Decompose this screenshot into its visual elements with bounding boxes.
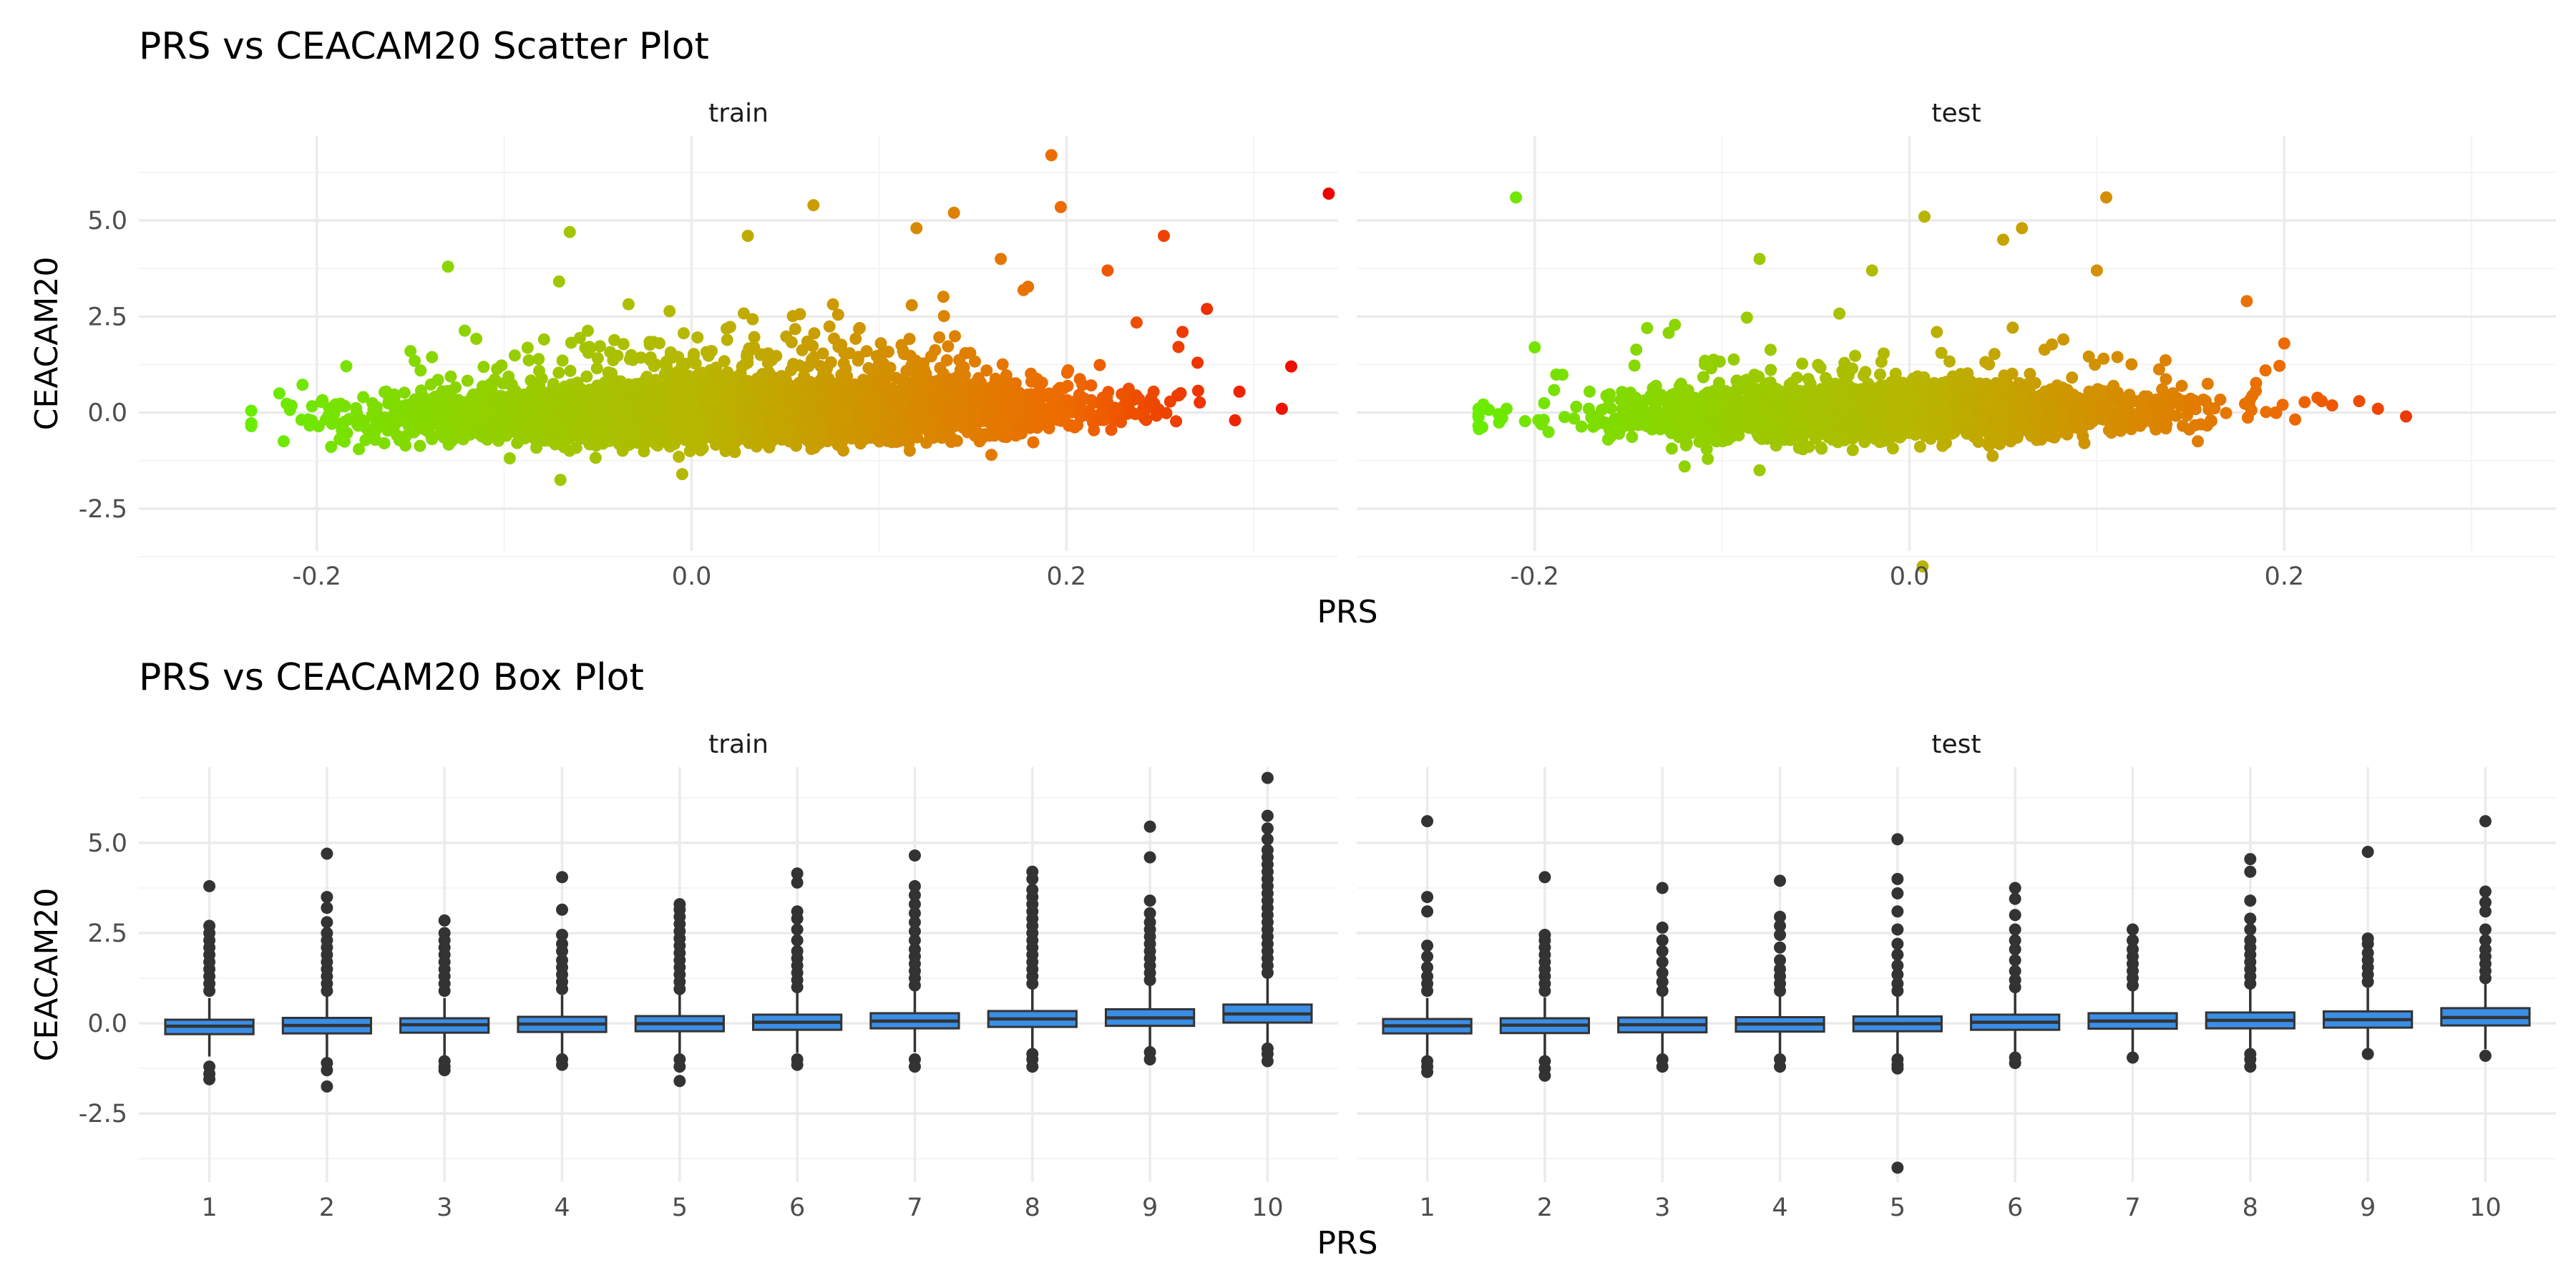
scatter-point: [1105, 424, 1118, 436]
scatter-point: [1285, 360, 1297, 373]
scatter-point: [1194, 396, 1206, 409]
scatter-point: [521, 341, 534, 354]
scatter-point: [1172, 341, 1185, 353]
scatter-point: [278, 435, 290, 448]
scatter-point: [949, 330, 961, 343]
scatter-point: [391, 429, 404, 441]
scatter-point: [470, 333, 483, 345]
scatter-facet-label-train: train: [708, 99, 769, 128]
scatter-point: [1073, 373, 1086, 386]
scatter-title: PRS vs CEACAM20 Scatter Plot: [139, 25, 709, 68]
scatter-point: [449, 381, 462, 394]
scatter-point: [1138, 407, 1151, 420]
scatter-point: [929, 343, 942, 356]
scatter-point: [590, 362, 603, 375]
scatter-point: [537, 333, 550, 346]
scatter-point: [862, 362, 875, 374]
scatter-point: [608, 333, 621, 346]
scatter-point: [552, 366, 565, 379]
scatter-point: [826, 298, 839, 311]
scatter-point: [594, 340, 606, 353]
scatter-point: [477, 361, 490, 374]
scatter-point: [622, 298, 635, 311]
scatter-point: [789, 323, 801, 336]
scatter-point: [700, 346, 713, 358]
scatter-point: [796, 343, 809, 356]
scatter-point: [1085, 379, 1098, 392]
scatter-panel-train: train -0.2 0.0 0.2: [139, 99, 1338, 591]
scatter-point: [296, 379, 309, 391]
scatter-point: [1062, 364, 1075, 376]
scatter-point: [573, 331, 586, 344]
scatter-point: [444, 370, 457, 383]
scatter-point: [723, 321, 736, 333]
scatter-point: [1170, 415, 1183, 428]
scatter-point: [511, 436, 524, 449]
scatter-point: [564, 364, 577, 377]
scatter-point: [552, 275, 565, 288]
scatter-points-train: [245, 149, 1335, 487]
scatter-point: [937, 310, 950, 323]
scatter-point: [591, 352, 604, 365]
scatter-point: [780, 330, 793, 343]
scatter-point: [882, 346, 894, 358]
scatter-point: [942, 340, 955, 353]
scatter-point: [1093, 358, 1106, 371]
scatter-point: [532, 353, 545, 366]
scatter-point: [874, 337, 887, 350]
scatter-point: [897, 374, 909, 386]
scatter-point: [673, 450, 686, 463]
scatter-point: [748, 331, 761, 343]
scatter-grid-train: [139, 136, 1338, 558]
scatter-point: [556, 354, 569, 367]
scatter-point: [950, 434, 963, 447]
scatter-point: [937, 291, 950, 303]
scatter-point: [860, 345, 873, 358]
scatter-point: [831, 308, 844, 321]
scatter-point: [794, 308, 806, 321]
scatter-point: [980, 364, 993, 377]
scatter-point: [1130, 316, 1143, 329]
scatter-point: [589, 452, 602, 464]
scatter-point: [1233, 385, 1246, 398]
scatter-point: [837, 444, 850, 457]
